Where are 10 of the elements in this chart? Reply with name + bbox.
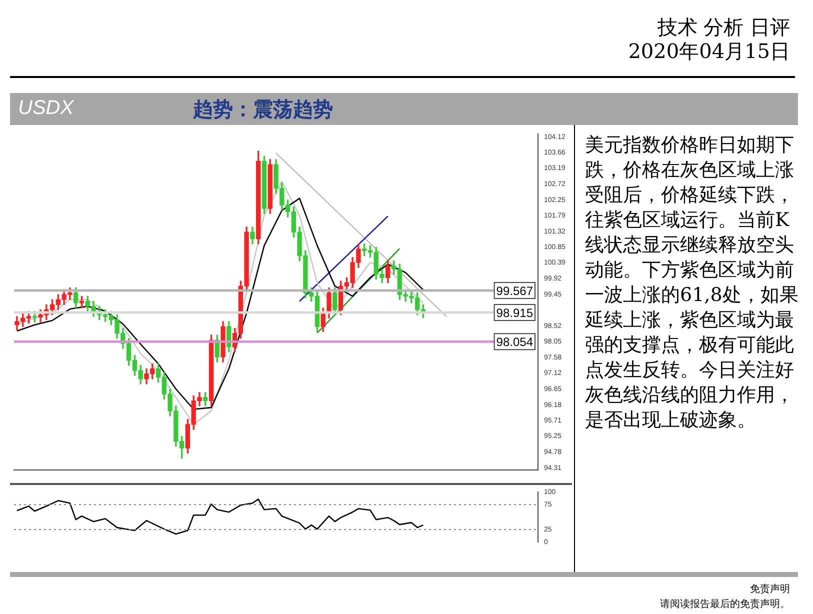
text: 2020年04月15日: [627, 38, 790, 65]
chart-subtitle: 趋势：震荡趋势: [193, 96, 333, 123]
text: 请阅读报告最后的免责声明。: [659, 598, 790, 611]
text: 技术 分析 日评: [656, 14, 790, 41]
ref-line-label: 99.567: [496, 284, 534, 298]
chart-title: USDX: [18, 97, 74, 120]
text: 免责声明: [749, 582, 790, 596]
text: 美元指数价格昨日如期下跌，价格在灰色区域上涨受阻后，价格延续下跌，往紫色区域运行。当前K线状态显示继续释放空头动能。下方紫色区域为前一波上涨的61,8处，如果延续上涨，紫色区域为最强的支撑点，极有可能此点发生反转。今日关注好灰色线沿线的阻力作用，是否出现上破迹象。: [585, 134, 798, 431]
ref-line-label: 98.054: [496, 334, 534, 349]
ref-line-label: 98.915: [496, 306, 534, 320]
